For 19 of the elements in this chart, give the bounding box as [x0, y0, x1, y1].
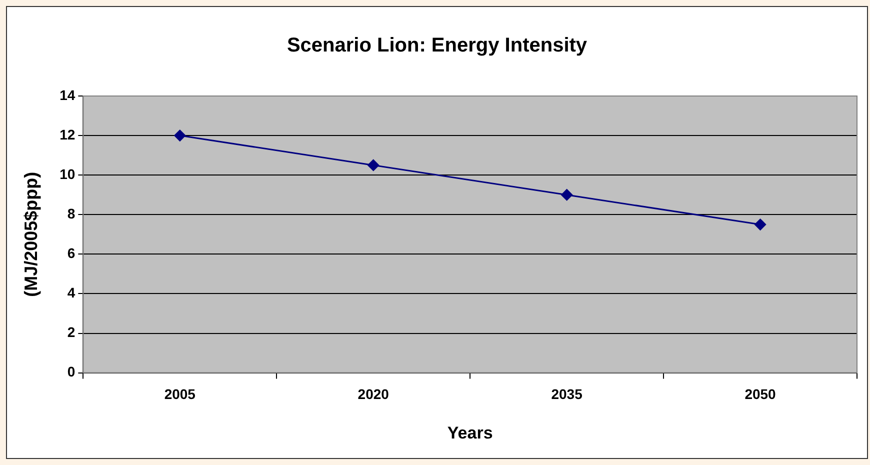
x-axis-title: Years [447, 423, 493, 442]
point [174, 130, 186, 142]
point [368, 159, 380, 171]
y-tick-label: 10 [60, 166, 76, 182]
x-tick-label: 2035 [551, 386, 583, 402]
y-tick-label: 4 [67, 284, 76, 301]
point [561, 189, 573, 201]
x-tick-label: 2050 [744, 386, 776, 402]
y-tick-label: 0 [67, 364, 76, 380]
x-tick-label: 2020 [358, 386, 390, 402]
y-tick-label: 12 [60, 126, 76, 142]
y-axis-title: (MJ/2005$ppp) [20, 172, 41, 297]
y-tick-label: 2 [67, 324, 76, 340]
x-tick-label: 2005 [164, 386, 196, 402]
y-tick-label: 14 [60, 86, 76, 103]
y-tick-label: 8 [67, 205, 76, 222]
chart-title: Scenario Lion: Energy Intensity [286, 34, 588, 57]
point [754, 218, 766, 230]
y-tick-label: 6 [67, 245, 76, 262]
